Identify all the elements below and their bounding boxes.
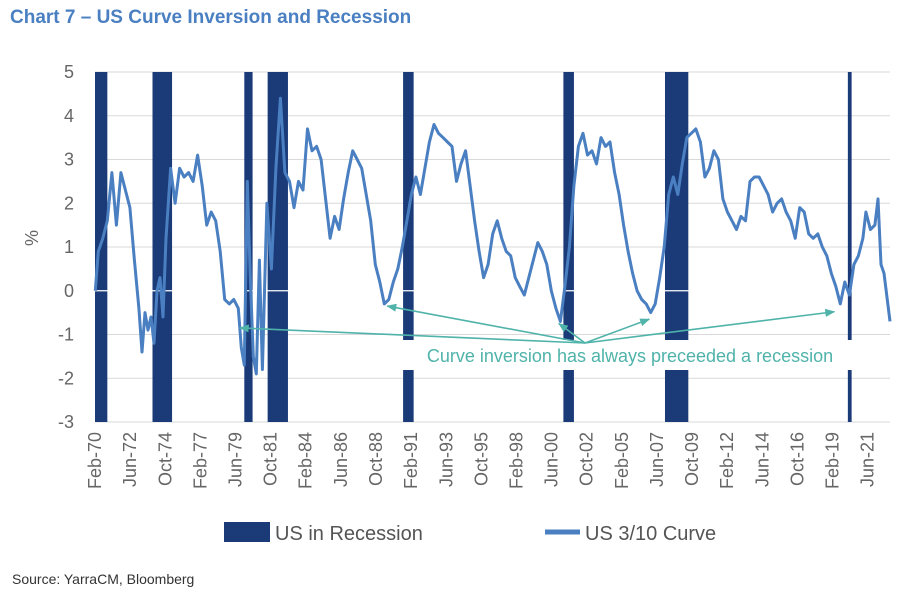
- y-axis-ticks: -3 -2 -1 0 1 2 3 4 5: [58, 62, 74, 432]
- legend: US in Recession US 3/10 Curve: [224, 522, 716, 545]
- x-tick-label: Jun-93: [436, 432, 456, 487]
- y-tick-label: -2: [58, 368, 74, 388]
- annotation-arrow: [558, 322, 586, 344]
- x-tick-label: Jun-07: [647, 432, 667, 487]
- annotation-arrows: [238, 303, 836, 344]
- annotation-background: [395, 340, 865, 370]
- y-tick-label: 5: [64, 62, 74, 82]
- annotation-text: Curve inversion has always preceeded a r…: [427, 346, 833, 366]
- x-tick-label: Oct-88: [366, 432, 386, 486]
- y-tick-label: 4: [64, 106, 74, 126]
- source-note: Source: YarraCM, Bloomberg: [12, 571, 195, 587]
- chart-title: Chart 7 – US Curve Inversion and Recessi…: [10, 7, 412, 28]
- recession-bar: [152, 72, 173, 422]
- x-tick-label: Oct-95: [471, 432, 491, 486]
- annotation-band: [395, 340, 865, 370]
- y-axis-label: %: [22, 230, 42, 246]
- x-tick-label: Jun-72: [120, 432, 140, 487]
- annotation-arrow: [584, 308, 836, 344]
- x-tick-label: Feb-91: [401, 432, 421, 489]
- legend-label-curve: US 3/10 Curve: [585, 523, 716, 545]
- x-tick-label: Feb-77: [190, 432, 210, 489]
- y-tick-label: 2: [64, 193, 74, 213]
- y-tick-label: 1: [64, 237, 74, 257]
- y-tick-label: 0: [64, 281, 74, 301]
- y-tick-label: 3: [64, 150, 74, 170]
- x-tick-label: Feb-12: [717, 432, 737, 489]
- x-tick-label: Oct-16: [787, 432, 807, 486]
- x-tick-label: Jun-21: [858, 432, 878, 487]
- x-tick-label: Feb-84: [296, 432, 316, 489]
- x-axis-ticks: Feb-70 Jun-72 Oct-74 Feb-77 Jun-79 Oct-81 Feb-…: [85, 432, 878, 489]
- chart-svg: Curve inversion has always preceeded a r…: [22, 62, 892, 545]
- series-line-us-3-10-curve: [93, 96, 892, 376]
- x-tick-label: Oct-02: [577, 432, 597, 486]
- annotation-arrow: [386, 303, 586, 344]
- x-tick-label: Feb-70: [85, 432, 105, 489]
- x-tick-label: Feb-19: [823, 432, 843, 489]
- x-tick-label: Oct-09: [682, 432, 702, 486]
- y-tick-label: -3: [58, 412, 74, 432]
- x-tick-label: Jun-79: [226, 432, 246, 487]
- annotation-arrow: [238, 324, 586, 344]
- x-tick-label: Jun-14: [752, 432, 772, 487]
- recession-bar: [847, 72, 852, 422]
- legend-label-recession: US in Recession: [275, 523, 423, 545]
- x-tick-label: Oct-74: [155, 432, 175, 486]
- x-tick-label: Feb-05: [612, 432, 632, 489]
- x-tick-label: Jun-00: [542, 432, 562, 487]
- recession-bar: [403, 72, 414, 422]
- legend-swatch-recession: [224, 522, 270, 542]
- x-tick-label: Oct-81: [261, 432, 281, 486]
- annotation-arrow: [584, 318, 651, 344]
- x-tick-label: Feb-98: [506, 432, 526, 489]
- y-tick-label: -1: [58, 325, 74, 345]
- grid-layer: [95, 71, 890, 423]
- x-tick-label: Jun-86: [331, 432, 351, 487]
